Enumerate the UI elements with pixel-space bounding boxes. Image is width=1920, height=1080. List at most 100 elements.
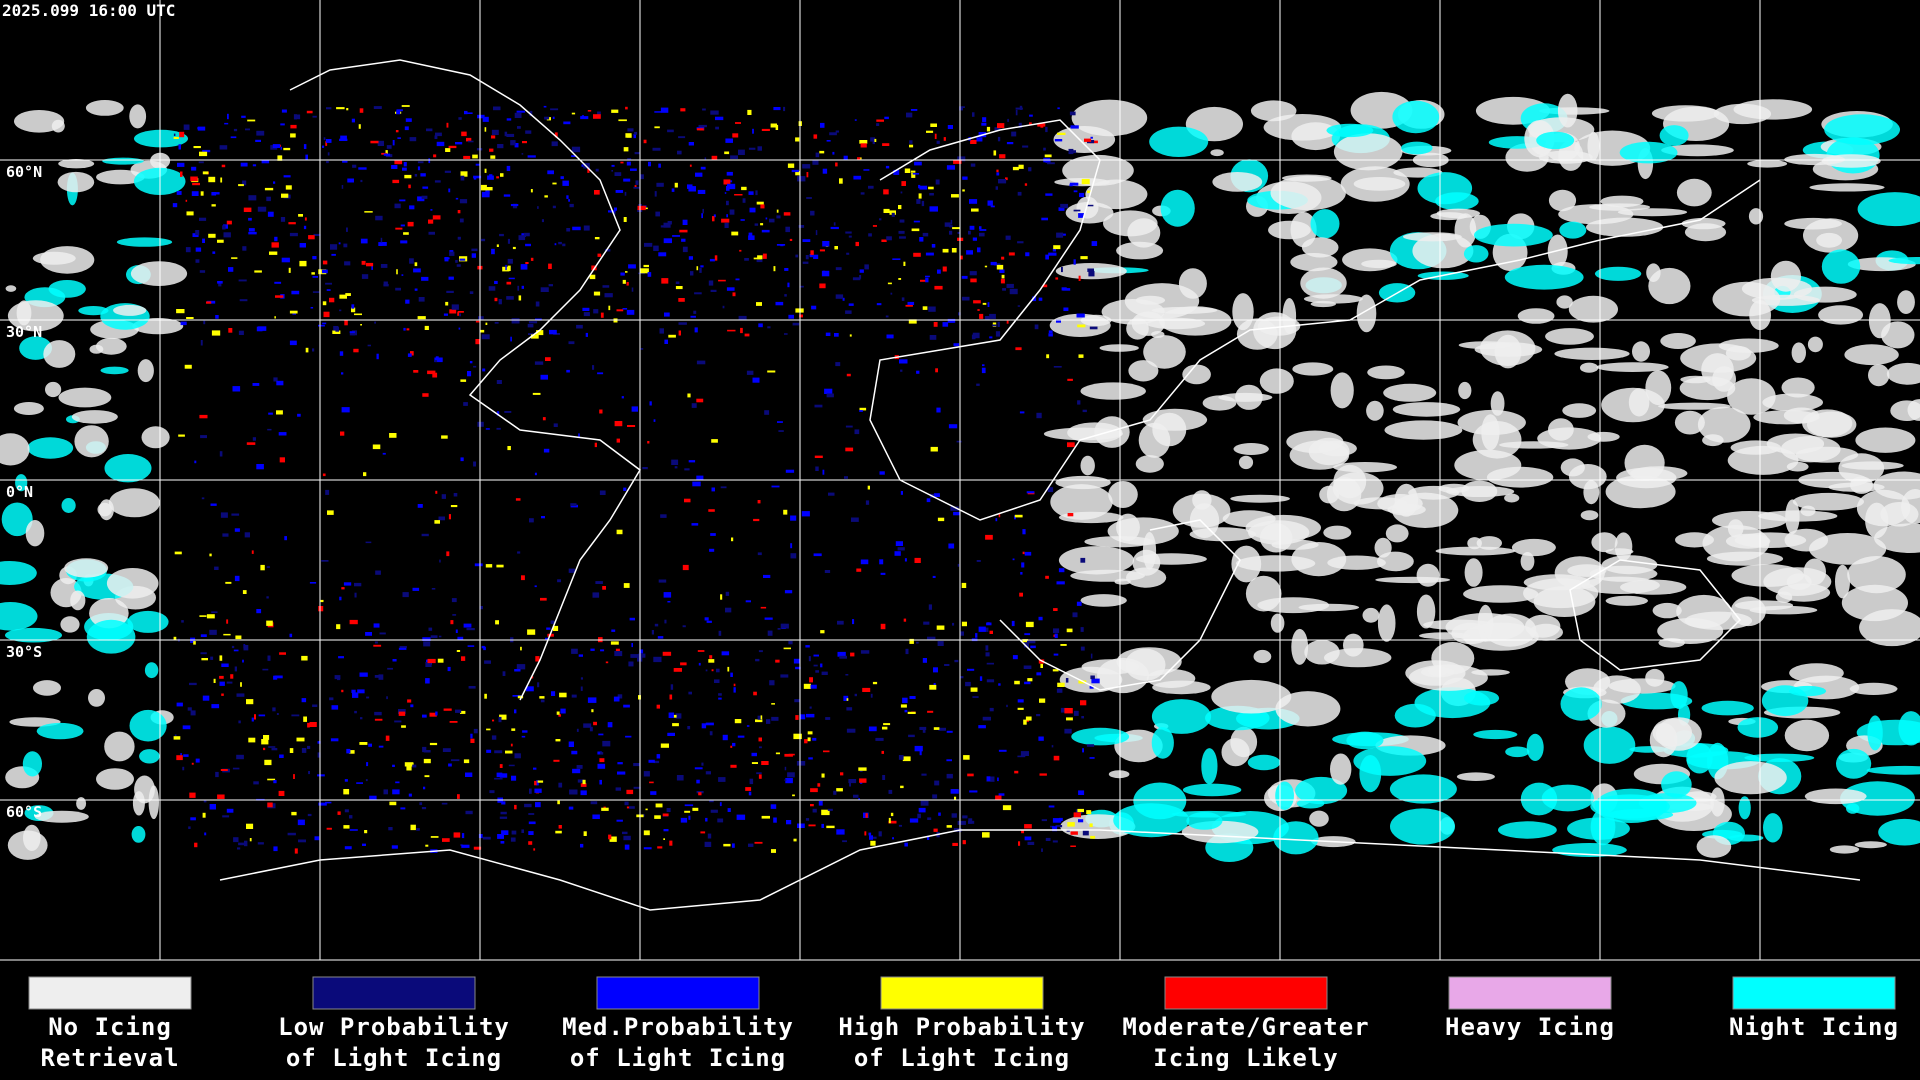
icing-speck <box>506 133 515 137</box>
icing-speck <box>920 800 929 806</box>
cloud <box>1658 638 1685 648</box>
icing-speck <box>855 241 859 247</box>
cloud <box>1660 333 1696 349</box>
icing-speck <box>375 215 383 221</box>
icing-speck <box>233 837 239 843</box>
cloud <box>1520 782 1558 816</box>
icing-speck <box>758 650 763 653</box>
icing-speck <box>374 321 376 324</box>
cloud <box>1619 141 1678 164</box>
icing-speck <box>439 559 441 563</box>
icing-speck <box>499 764 503 768</box>
icing-speck <box>224 122 229 125</box>
icing-speck <box>227 113 229 120</box>
icing-speck <box>611 629 616 632</box>
icing-speck <box>793 658 801 664</box>
icing-speck <box>521 829 524 833</box>
icing-speck <box>727 183 736 190</box>
cloud <box>1131 311 1165 336</box>
icing-speck <box>325 139 332 143</box>
icing-speck <box>664 339 668 344</box>
icing-speck <box>281 109 287 113</box>
icing-speck <box>190 176 198 182</box>
icing-speck <box>466 628 475 631</box>
icing-speck <box>898 755 904 760</box>
cloud <box>5 285 17 292</box>
icing-speck <box>869 835 873 840</box>
icing-speck <box>211 192 217 196</box>
icing-speck <box>491 248 495 255</box>
cloud <box>1620 579 1687 595</box>
icing-speck <box>553 625 559 631</box>
icing-speck <box>449 250 454 253</box>
icing-speck <box>281 193 289 198</box>
icing-speck <box>173 133 176 136</box>
icing-speck <box>496 380 502 384</box>
icing-speck <box>202 695 210 701</box>
icing-speck <box>594 442 597 448</box>
icing-speck <box>378 242 383 246</box>
icing-speck <box>1021 562 1025 568</box>
icing-speck <box>502 671 506 676</box>
icing-speck <box>672 723 679 727</box>
icing-speck <box>900 704 907 708</box>
icing-speck <box>427 370 436 375</box>
icing-speck <box>578 654 583 657</box>
icing-speck <box>664 312 670 317</box>
cloud <box>1511 538 1556 557</box>
icing-speck <box>919 237 924 242</box>
cloud <box>1784 719 1830 752</box>
icing-speck <box>290 133 296 138</box>
icing-speck <box>953 511 960 516</box>
icing-speck <box>473 175 482 179</box>
icing-speck <box>981 367 986 374</box>
icing-speck <box>912 173 920 175</box>
icing-speck <box>280 123 285 126</box>
icing-speck <box>430 635 438 638</box>
cloud <box>1556 295 1573 309</box>
icing-speck <box>234 666 237 672</box>
icing-speck <box>299 260 307 267</box>
icing-speck <box>812 159 819 165</box>
icing-speck <box>417 166 421 171</box>
icing-speck <box>428 231 435 235</box>
icing-speck <box>949 225 953 228</box>
cloud <box>1867 715 1883 751</box>
icing-speck <box>643 771 650 777</box>
icing-speck <box>758 323 763 328</box>
icing-speck <box>448 763 452 767</box>
cloud <box>1737 717 1779 738</box>
icing-speck <box>482 836 491 840</box>
icing-speck <box>1051 745 1054 748</box>
latitude-label: 60°N <box>6 163 42 181</box>
cloud <box>1292 362 1334 376</box>
icing-speck <box>587 167 590 173</box>
icing-speck <box>956 440 962 443</box>
cloud <box>1235 555 1316 572</box>
icing-speck <box>307 745 311 749</box>
icing-speck <box>279 652 286 655</box>
icing-speck <box>274 316 276 319</box>
icing-speck <box>824 570 831 573</box>
legend-label: High Probability <box>838 1013 1085 1041</box>
cloud <box>1270 175 1346 211</box>
icing-speck <box>1054 139 1063 142</box>
icing-speck <box>238 330 244 335</box>
icing-speck <box>496 772 503 778</box>
icing-speck <box>203 320 206 325</box>
icing-speck <box>461 844 470 848</box>
icing-speck <box>909 638 914 644</box>
icing-speck <box>989 336 993 339</box>
icing-speck <box>173 736 181 740</box>
icing-speck <box>223 232 231 238</box>
icing-speck <box>1036 412 1042 419</box>
icing-speck <box>417 316 426 320</box>
icing-speck <box>1070 831 1078 835</box>
icing-speck <box>471 248 478 252</box>
icing-speck <box>365 779 368 782</box>
cloud <box>1651 105 1720 122</box>
icing-speck <box>738 149 745 155</box>
latitude-label: 60°S <box>6 803 42 821</box>
icing-speck <box>611 164 615 167</box>
icing-speck <box>183 754 189 757</box>
